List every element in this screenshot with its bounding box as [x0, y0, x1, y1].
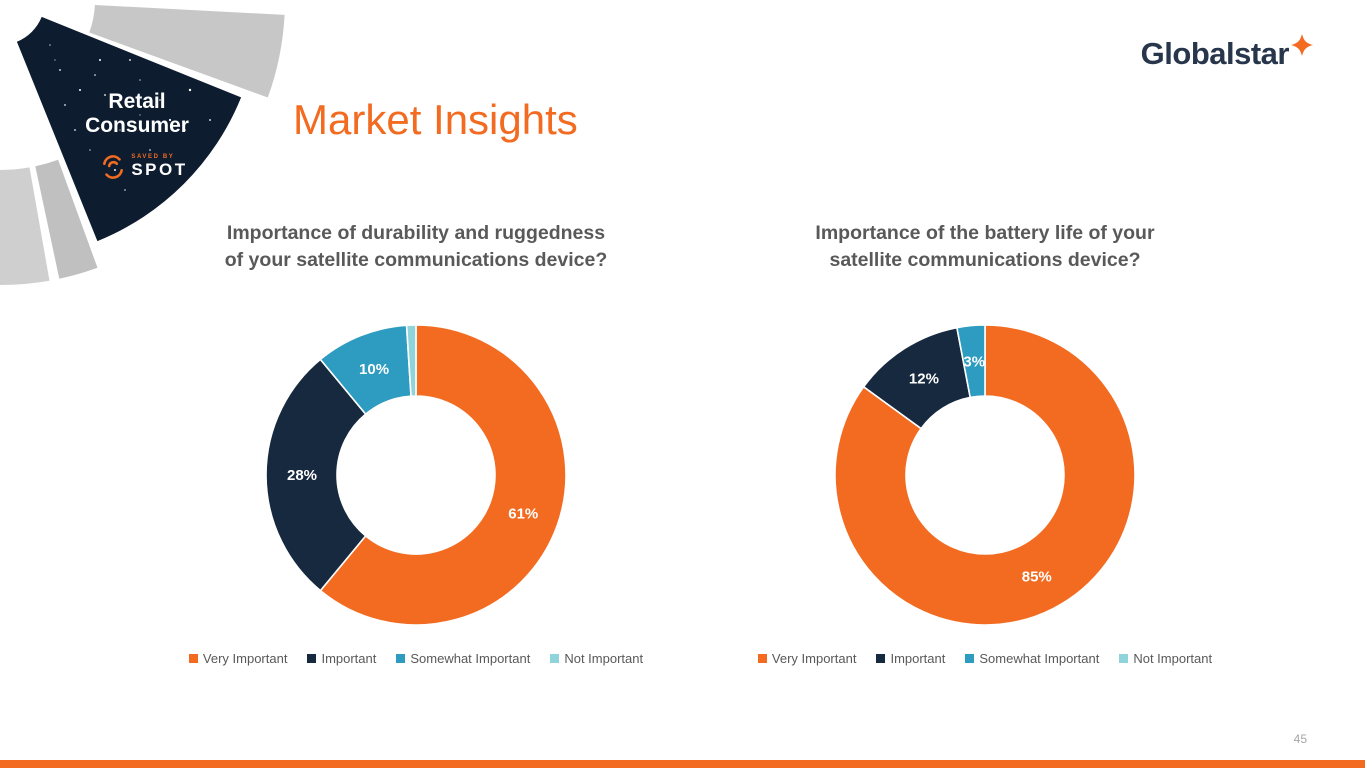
legend-item: Somewhat Important	[965, 651, 1099, 666]
donut-chart-durability: 61% 28% 10%	[265, 323, 567, 626]
chart-legend: Very Important Important Somewhat Importan…	[124, 651, 708, 666]
legend-swatch	[757, 653, 767, 663]
segment-label-line2: Consumer	[85, 113, 189, 137]
legend-item: Important	[307, 651, 376, 666]
donut-slice-very-important	[319, 323, 567, 626]
donut-slice-somewhat-important	[955, 323, 986, 398]
donut-chart-battery: 85% 12% 3%	[834, 323, 1136, 626]
slice-data-label: 85%	[1022, 568, 1052, 585]
slice-data-label: 3%	[963, 353, 985, 370]
corner-decoration	[0, 5, 285, 286]
chart-title: Importance of the battery life of your s…	[693, 220, 1277, 275]
legend-label: Not Important	[1133, 650, 1213, 666]
spot-tagline: SAVED BY	[131, 154, 175, 161]
footer-accent-bar	[0, 760, 1365, 768]
legend-item: Not Important	[550, 651, 643, 666]
legend-swatch	[965, 653, 975, 663]
slice-data-label: 28%	[287, 467, 317, 484]
spot-logo: SAVED BY SPOT	[84, 154, 204, 180]
chart-title-line: Importance of the battery life of your	[815, 222, 1155, 244]
legend-swatch	[307, 653, 317, 663]
corner-starfield-wedge	[16, 16, 242, 242]
spot-name: SPOT	[131, 159, 188, 179]
legend-item: Important	[876, 651, 945, 666]
legend-swatch	[550, 653, 560, 663]
slice-data-label: 61%	[508, 505, 538, 522]
slice-data-label: 12%	[909, 370, 939, 387]
donut-slice-very-important	[834, 323, 1136, 626]
donut-slice-important	[265, 357, 367, 592]
corner-gray-lower-b	[0, 167, 50, 286]
legend-item: Not Important	[1119, 651, 1212, 666]
legend-item: Somewhat Important	[396, 651, 530, 666]
chart-title: Importance of durability and ruggedness …	[124, 220, 708, 275]
segment-label: Retail Consumer	[68, 90, 206, 137]
spot-text: SAVED BY SPOT	[131, 154, 187, 179]
globalstar-logo: Globalstar	[1140, 34, 1313, 71]
legend-label: Not Important	[564, 650, 644, 666]
globalstar-star-icon	[1291, 34, 1313, 56]
globalstar-wordmark: Globalstar	[1140, 36, 1290, 71]
legend-swatch	[188, 653, 198, 663]
stars	[49, 44, 211, 191]
corner-gray-top	[89, 5, 285, 98]
spot-swirl-icon	[103, 155, 124, 179]
donut-slice-not-important	[405, 323, 417, 397]
legend-label: Somewhat Important	[979, 650, 1100, 666]
corner-gray-lower-a	[35, 159, 98, 279]
slice-data-label: 10%	[359, 361, 389, 378]
chart-durability: Importance of durability and ruggedness …	[124, 220, 708, 666]
page-title: Market Insights	[293, 96, 578, 143]
page-number: 45	[1293, 732, 1307, 746]
segment-label-line1: Retail	[108, 90, 166, 113]
chart-title-line: of your satellite communications device?	[224, 249, 608, 272]
legend-label: Very Important	[771, 650, 857, 666]
chart-battery: Importance of the battery life of your s…	[693, 220, 1277, 666]
legend-label: Important	[890, 650, 946, 666]
legend-item: Very Important	[188, 650, 288, 666]
chart-title-line: satellite communications device?	[829, 249, 1141, 272]
legend-label: Somewhat Important	[410, 650, 531, 666]
legend-label: Important	[321, 650, 377, 666]
legend-item: Very Important	[757, 650, 857, 666]
chart-title-line: Importance of durability and ruggedness	[226, 222, 606, 244]
legend-swatch	[1119, 653, 1129, 663]
legend-swatch	[396, 653, 406, 663]
chart-legend: Very Important Important Somewhat Importan…	[693, 651, 1277, 666]
legend-label: Very Important	[202, 650, 288, 666]
legend-swatch	[876, 653, 886, 663]
